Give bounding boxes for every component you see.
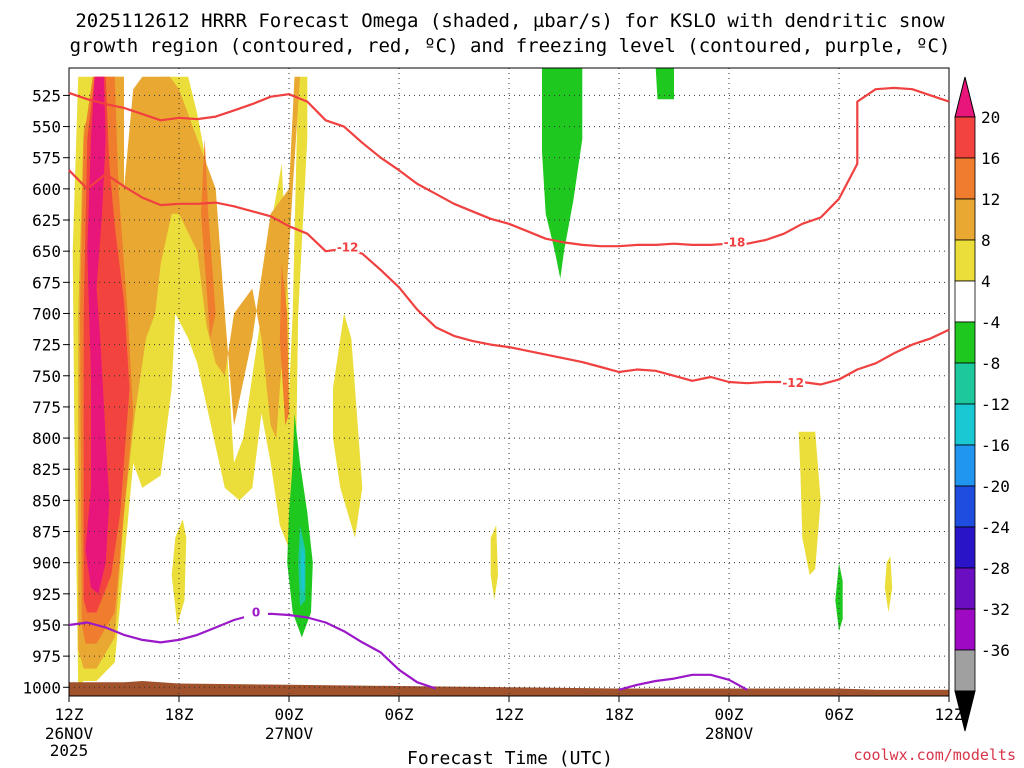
contours: -12 -18 -12 0 (68, 86, 950, 691)
contour-label: -18 (724, 235, 746, 249)
y-tick-label: 925 (32, 585, 61, 604)
colorbar-label: -24 (981, 518, 1010, 537)
omega-region-green (835, 562, 843, 632)
omega-region-light_orange (78, 76, 300, 669)
colorbar-swatch (954, 321, 976, 364)
grid (68, 67, 950, 697)
chart-title-line1: 2025112612 HRRR Forecast Omega (shaded, … (75, 10, 945, 32)
y-tick-label: 850 (32, 491, 61, 510)
y-tick-label: 900 (32, 554, 61, 573)
contour-label-bg (722, 234, 747, 249)
colorbar: 20 16 12 8 4 -4 -8 -12 -16 -20 -24 -28 -32 -36 (954, 76, 1010, 732)
contour-label-bg (335, 239, 360, 254)
x-tick-label: 18Z (605, 705, 634, 724)
colorbar-bottom-arrow (954, 690, 976, 732)
x-axis-title: Forecast Time (UTC) (407, 748, 613, 768)
y-axis: 525 550 575 600 625 650 675 700 725 750 775 800 825 8… (22, 86, 69, 697)
y-tick-label: 700 (32, 304, 61, 323)
x-tick-label: 00Z (715, 705, 744, 724)
contour-line (68, 86, 950, 248)
y-tick-label: 975 (32, 647, 61, 666)
x-tick-label: 12Z (495, 705, 524, 724)
y-tick-label: 650 (32, 242, 61, 261)
omega-region-yellow (884, 556, 893, 613)
contour-label: -12 (782, 376, 804, 390)
contour-label: -12 (337, 240, 359, 254)
chart-title-line2: growth region (contoured, red, ºC) and f… (70, 35, 951, 57)
colorbar-swatch (954, 444, 976, 487)
colorbar-label: 8 (981, 231, 991, 250)
x-tick-label: 12Z (55, 705, 84, 724)
omega-region-cyan (300, 544, 305, 594)
colorbar-swatch (954, 198, 976, 241)
colorbar-label: -20 (981, 477, 1010, 496)
colorbar-swatch (954, 362, 976, 405)
colorbar-swatch (954, 239, 976, 282)
omega-region-green (542, 68, 583, 279)
y-tick-label: 875 (32, 523, 61, 542)
colorbar-top-arrow (954, 76, 976, 118)
x-tick-label: 06Z (385, 705, 414, 724)
colorbar-label: -4 (981, 313, 1000, 332)
omega-region-yellow (171, 519, 187, 625)
colorbar-swatch (954, 116, 976, 159)
y-tick-label: 825 (32, 460, 61, 479)
y-tick-label: 600 (32, 180, 61, 199)
colorbar-swatch (954, 608, 976, 651)
contour-label-bg (781, 375, 806, 390)
colorbar-label: -8 (981, 354, 1000, 373)
colorbar-label: -16 (981, 436, 1010, 455)
x-tick-label: 18Z (165, 705, 194, 724)
y-tick-label: 775 (32, 398, 61, 417)
colorbar-swatch (954, 485, 976, 528)
y-tick-label: 675 (32, 273, 61, 292)
y-tick-label: 575 (32, 149, 61, 168)
colorbar-label: 20 (981, 108, 1000, 127)
y-tick-label: 800 (32, 429, 61, 448)
colorbar-label: -36 (981, 641, 1010, 660)
x-tick-label: 06Z (825, 705, 854, 724)
omega-region-yellow (333, 313, 363, 538)
y-tick-label: 950 (32, 616, 61, 635)
x-tick-date: 27NOV (265, 724, 314, 743)
x-tick-date: 26NOV (45, 724, 94, 743)
colorbar-swatch (954, 649, 976, 692)
colorbar-swatch (954, 526, 976, 569)
contour-label: 0 (252, 606, 260, 620)
colorbar-label: 12 (981, 190, 1000, 209)
colorbar-swatch (954, 157, 976, 200)
colorbar-swatch (954, 403, 976, 446)
x-tick-label: 00Z (275, 705, 304, 724)
x-tick-year: 2025 (50, 741, 89, 760)
x-tick-label: 12Z (935, 705, 964, 724)
plot-area (69, 68, 949, 696)
y-tick-label: 1000 (22, 678, 61, 697)
colorbar-label: 16 (981, 149, 1000, 168)
contour-label-bg (244, 604, 268, 619)
colorbar-swatch (954, 567, 976, 610)
y-tick-label: 550 (32, 118, 61, 137)
omega-region-yellow (798, 431, 821, 576)
credit-text: coolwx.com/modelts (853, 746, 1016, 764)
y-tick-label: 625 (32, 211, 61, 230)
omega-region-green (655, 68, 674, 100)
contour-line (618, 673, 748, 691)
colorbar-label: -28 (981, 559, 1010, 578)
y-tick-label: 750 (32, 367, 61, 386)
y-tick-label: 725 (32, 336, 61, 355)
colorbar-label: -12 (981, 395, 1010, 414)
omega-region-pink (85, 76, 110, 594)
colorbar-label: 4 (981, 272, 991, 291)
colorbar-label: -32 (981, 600, 1010, 619)
y-tick-label: 525 (32, 86, 61, 105)
colorbar-swatch (954, 280, 976, 323)
x-tick-date: 28NOV (705, 724, 754, 743)
